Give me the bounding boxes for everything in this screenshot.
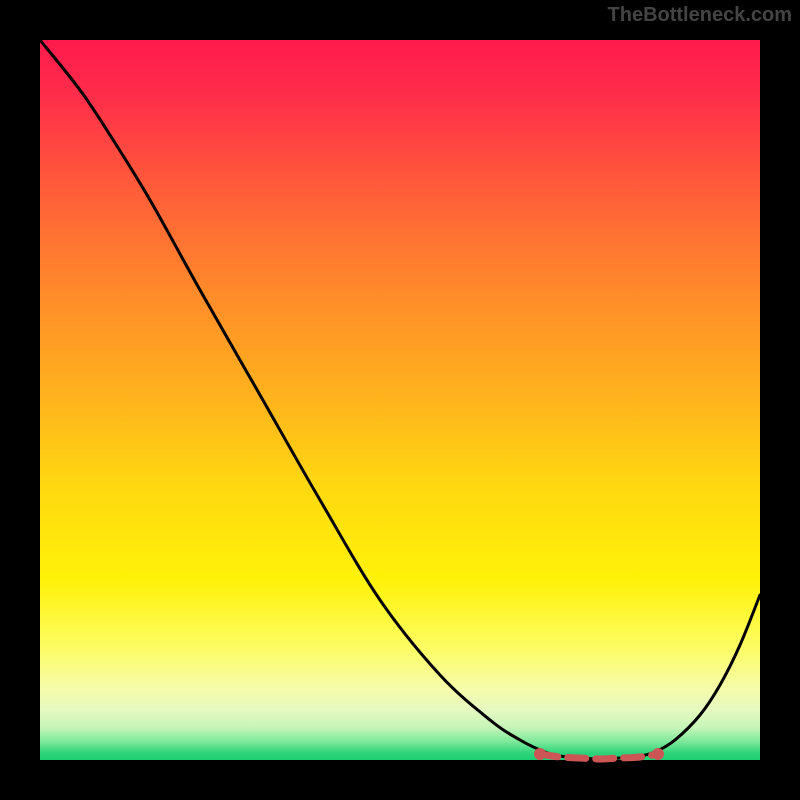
watermark-label: TheBottleneck.com [608,4,792,27]
optimal-range-start-dot [534,748,546,760]
plot-background [40,40,760,760]
optimal-range-end-dot [652,748,664,760]
bottleneck-chart [0,0,800,800]
chart-container: TheBottleneck.com [0,0,800,800]
